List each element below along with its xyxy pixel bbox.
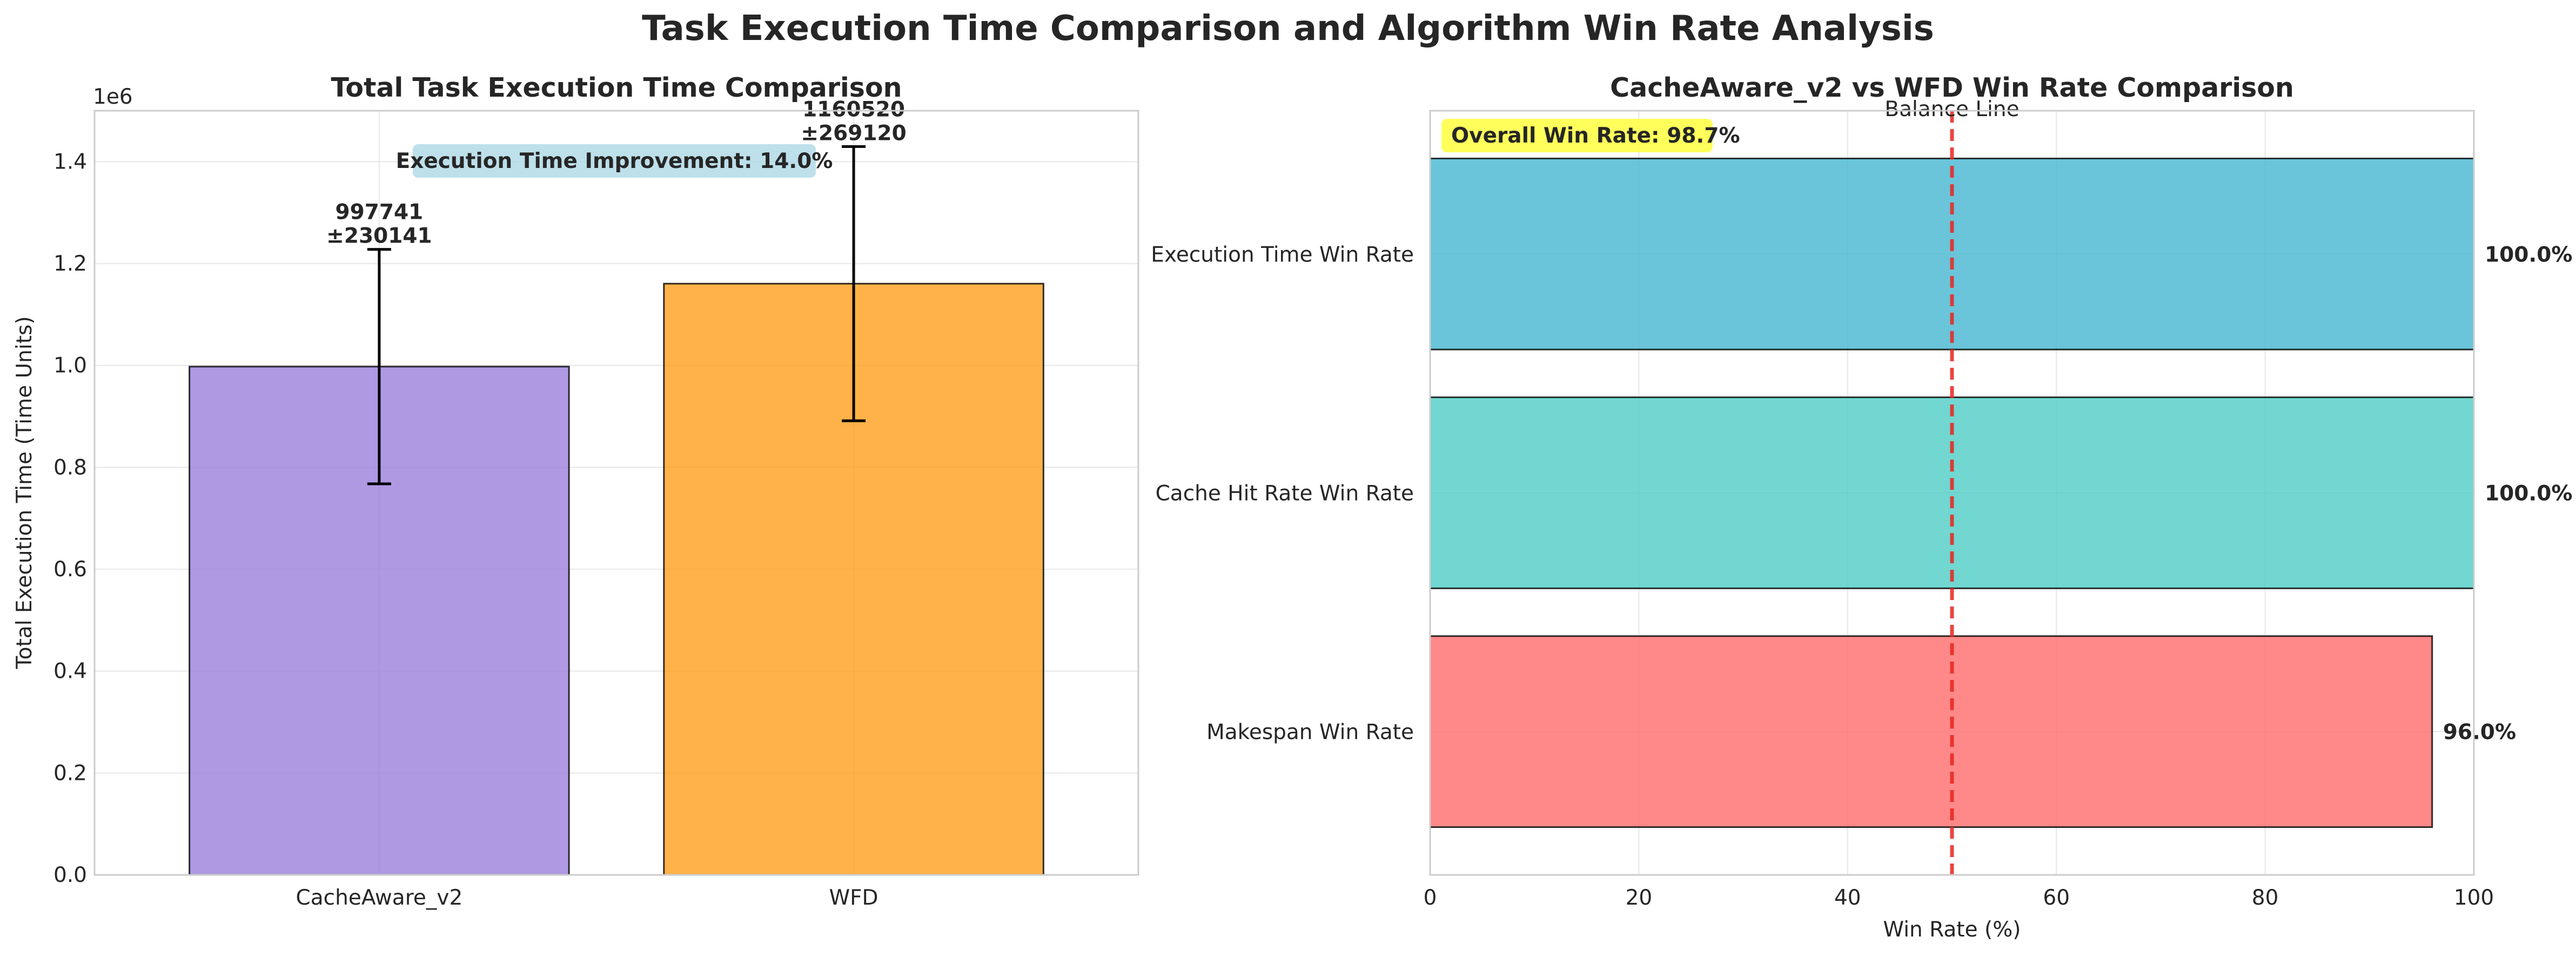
left-y-offset-text: 1e6: [93, 85, 133, 109]
right-y-tick-label: Makespan Win Rate: [1206, 720, 1414, 745]
overall-win-rate-box: [1441, 119, 1713, 152]
right-x-tick-label: 0: [1424, 886, 1437, 910]
left-y-tick-label: 0.8: [53, 455, 87, 480]
improvement-annotation-text: Execution Time Improvement: 14.0%: [396, 149, 833, 173]
overall-win-rate-text: Overall Win Rate: 98.7%: [1451, 124, 1740, 148]
right-x-axis-label: Win Rate (%): [1883, 918, 2021, 942]
left-error-bars: [367, 145, 866, 486]
execution-time-chart: 0.0 0.2 0.4 0.6 0.8 1.0 1.2 1.4 CacheAware_v2 WF…: [12, 72, 1139, 910]
right-x-tick-label: 100: [2454, 886, 2494, 910]
left-x-tick-labels: CacheAware_v2 WFD: [296, 886, 878, 910]
left-chart-title: Total Task Execution Time Comparison: [331, 72, 902, 103]
bar-value-label: 997741 ±230141: [326, 200, 432, 248]
left-y-tick-label: 1.0: [53, 354, 87, 378]
right-data-labels: 96.0% 100.0% 100.0%: [2443, 242, 2573, 744]
right-y-tick-label: Execution Time Win Rate: [1151, 242, 1414, 267]
left-y-tick-label: 0.0: [53, 863, 87, 887]
left-y-tick-label: 0.2: [53, 761, 87, 785]
balance-line-label: Balance Line: [1884, 97, 2019, 122]
bar-value-label: 1160520 ±269120: [801, 97, 907, 145]
right-chart-title: CacheAware_v2 vs WFD Win Rate Comparison: [1610, 72, 2294, 103]
right-y-tick-labels: Makespan Win Rate Cache Hit Rate Win Rate…: [1151, 242, 1414, 744]
right-x-tick-label: 60: [2043, 886, 2070, 910]
improvement-annotation: Execution Time Improvement: 14.0%: [396, 144, 833, 178]
bar-value-label: 100.0%: [2485, 242, 2572, 267]
bar-value-label: 96.0%: [2443, 720, 2516, 745]
left-y-tick-label: 1.2: [53, 252, 87, 276]
overall-win-rate-annotation: Overall Win Rate: 98.7%: [1441, 119, 1740, 152]
right-axes-frame: [1429, 110, 2475, 876]
right-x-tick-label: 20: [1626, 886, 1653, 910]
left-y-tick-label: 1.4: [53, 150, 87, 174]
right-y-tick-label: Cache Hit Rate Win Rate: [1156, 482, 1414, 506]
left-data-labels: 997741 ±230141 1160520 ±269120: [326, 97, 907, 248]
improvement-annotation-box: [413, 144, 816, 178]
left-axes-frame: [93, 110, 1139, 876]
left-x-tick-label: CacheAware_v2: [296, 886, 463, 910]
left-y-tick-label: 0.4: [53, 659, 87, 684]
right-x-tick-label: 40: [1834, 886, 1861, 910]
left-y-tick-labels: 0.0 0.2 0.4 0.6 0.8 1.0 1.2 1.4: [53, 150, 87, 887]
left-y-tick-label: 0.6: [53, 557, 87, 582]
win-rate-chart: Makespan Win Rate Cache Hit Rate Win Rate…: [1151, 72, 2572, 942]
right-x-tick-labels: 0 20 40 60 80 100: [1424, 886, 2494, 910]
left-x-tick-label: WFD: [829, 886, 878, 910]
right-x-tick-label: 80: [2252, 886, 2279, 910]
bar-value-label: 100.0%: [2485, 482, 2572, 506]
figure-title: Task Execution Time Comparison and Algor…: [642, 9, 1934, 49]
bar-makespan-win-rate: [1429, 635, 2433, 828]
left-y-axis-label: Total Execution Time (Time Units): [12, 316, 37, 669]
